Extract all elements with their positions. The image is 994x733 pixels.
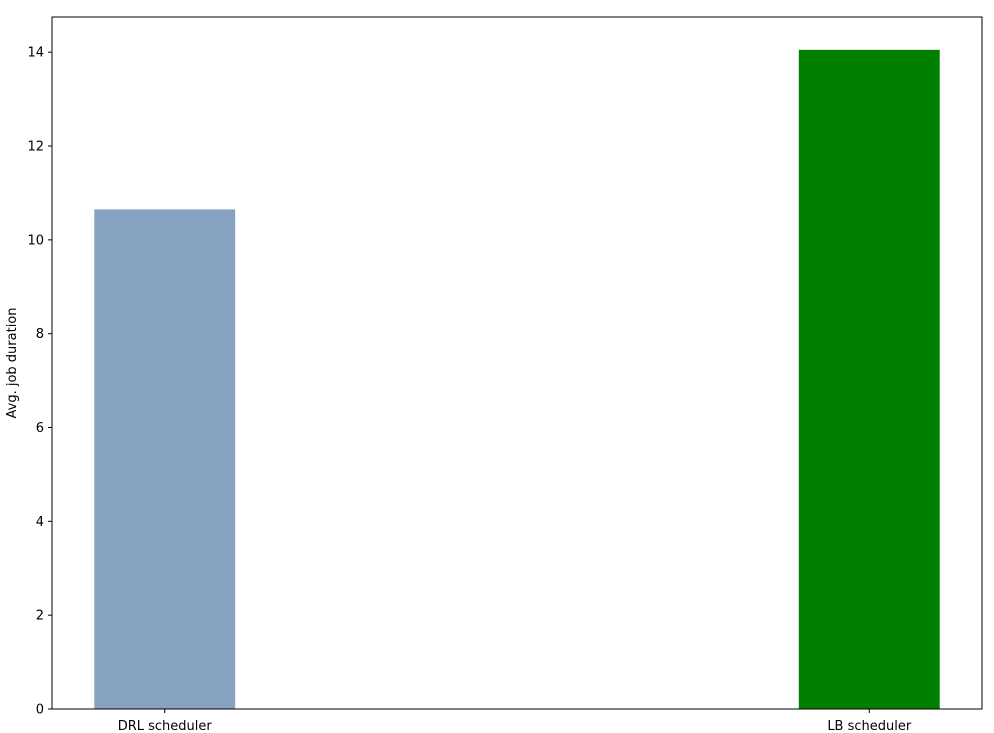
y-tick-label: 12 [27,140,44,155]
x-axis-ticks: DRL scheduler LB scheduler [118,709,912,733]
y-tick-label: 10 [27,233,44,248]
plot-frame [51,16,983,710]
bars-group [94,49,940,709]
y-axis-ticks: 0 2 4 6 8 10 12 14 [27,46,52,718]
y-tick-label: 14 [27,46,44,61]
y-tick-label: 0 [36,703,44,718]
x-tick-label: DRL scheduler [118,719,213,733]
bar-lb-scheduler [798,49,940,709]
y-axis-label: Avg. job duration [5,308,20,419]
y-tick-label: 8 [36,327,44,342]
x-tick-label: LB scheduler [827,719,912,733]
bar-drl-scheduler [94,209,236,709]
y-tick-label: 6 [36,421,44,436]
y-tick-label: 2 [36,609,44,624]
y-tick-label: 4 [36,515,44,530]
